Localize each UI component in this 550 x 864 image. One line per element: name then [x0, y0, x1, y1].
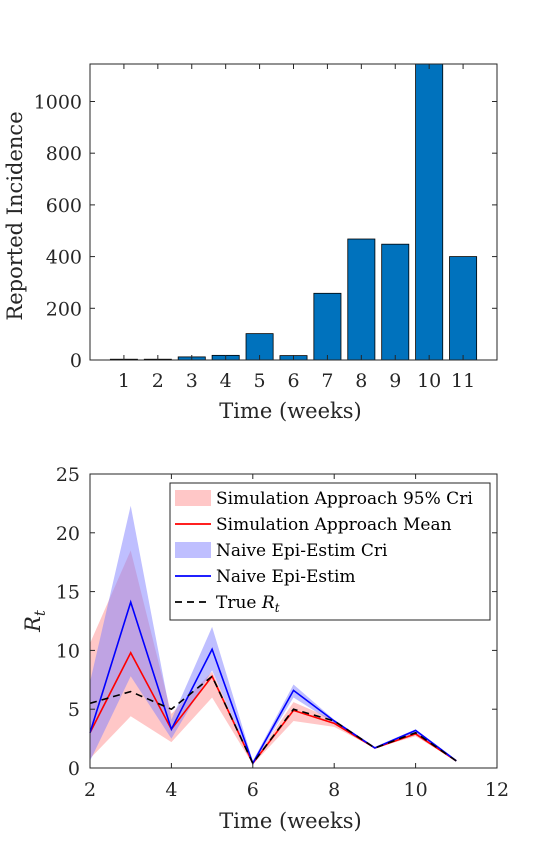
legend-naive-epi-estim-label: Naive Epi-Estim: [216, 567, 356, 587]
x-tick-label: 9: [389, 370, 401, 392]
x-tick-label: 8: [355, 370, 367, 392]
legend-true-rt-label: True Rt: [216, 593, 280, 615]
y-tick-label: 20: [56, 523, 80, 545]
bar-week-8: [347, 238, 376, 361]
legend-naive-cri-swatch: [175, 542, 211, 558]
y-tick-label: 0: [68, 758, 80, 780]
y-tick-label: 25: [56, 464, 80, 486]
x-tick-label: 4: [165, 779, 177, 801]
y-tick-label: 5: [68, 699, 80, 721]
y-tick-label: 400: [46, 247, 82, 269]
x-tick-label: 3: [186, 370, 198, 392]
x-tick-label: 12: [485, 779, 509, 801]
naive-cri-band: [90, 505, 457, 765]
legend-true-rt-label-main: True: [216, 593, 262, 613]
x-tick-label: 6: [287, 370, 299, 392]
bar-week-10: [415, 63, 444, 361]
x-tick-label: 10: [404, 779, 428, 801]
bar-week-11: [449, 256, 478, 361]
true-rt-line: [89, 675, 457, 765]
y-tick-label: 600: [46, 195, 82, 217]
legend: Simulation Approach 95% Cri Simulation Ap…: [169, 482, 491, 621]
legend-true-rt-label-sub: t: [275, 601, 280, 615]
y-tick-label: 10: [56, 640, 80, 662]
x-tick-label: 4: [220, 370, 232, 392]
y-tick-label: 15: [56, 582, 80, 604]
y-tick-label: 800: [46, 143, 82, 165]
legend-simulation-cri-swatch: [175, 490, 211, 506]
legend-true-rt-label-italic: R: [261, 593, 275, 613]
bar-chart: 1 2 3 4 5 6 7 8 9 10 11 0 200 400 600 800 1000 Time (week…: [3, 63, 498, 423]
legend-simulation-cri-label: Simulation Approach 95% Cri: [216, 489, 473, 509]
y-axis-label: Rt: [21, 609, 49, 633]
y-tick-label: 200: [46, 298, 82, 320]
legend-simulation-mean-label: Simulation Approach Mean: [216, 515, 452, 535]
x-tick-label: 5: [254, 370, 266, 392]
x-axis-label: Time (weeks): [219, 809, 361, 833]
x-tick-label: 10: [417, 370, 441, 392]
bar-week-9: [381, 243, 410, 361]
y-axis-label-sub: t: [31, 609, 49, 616]
x-tick-label: 1: [118, 370, 130, 392]
x-tick-label: 8: [328, 779, 340, 801]
x-tick-label: 2: [152, 370, 164, 392]
bar-week-7: [313, 292, 342, 361]
rt-chart-axes-box: [89, 473, 498, 769]
x-tick-label: 2: [84, 779, 96, 801]
naive-epi-estim-line: [89, 599, 457, 766]
legend-box: [169, 482, 491, 621]
x-axis-label: Time (weeks): [219, 399, 361, 423]
legend-naive-cri-label: Naive Epi-Estim Cri: [216, 541, 388, 561]
x-tick-label: 6: [247, 779, 259, 801]
y-tick-label: 1000: [34, 91, 82, 113]
x-tick-label: 11: [451, 370, 475, 392]
y-axis-label: Reported Incidence: [3, 111, 27, 320]
y-tick-label: 0: [70, 350, 82, 372]
y-axis-label-main: R: [21, 616, 45, 633]
x-tick-label: 7: [321, 370, 333, 392]
